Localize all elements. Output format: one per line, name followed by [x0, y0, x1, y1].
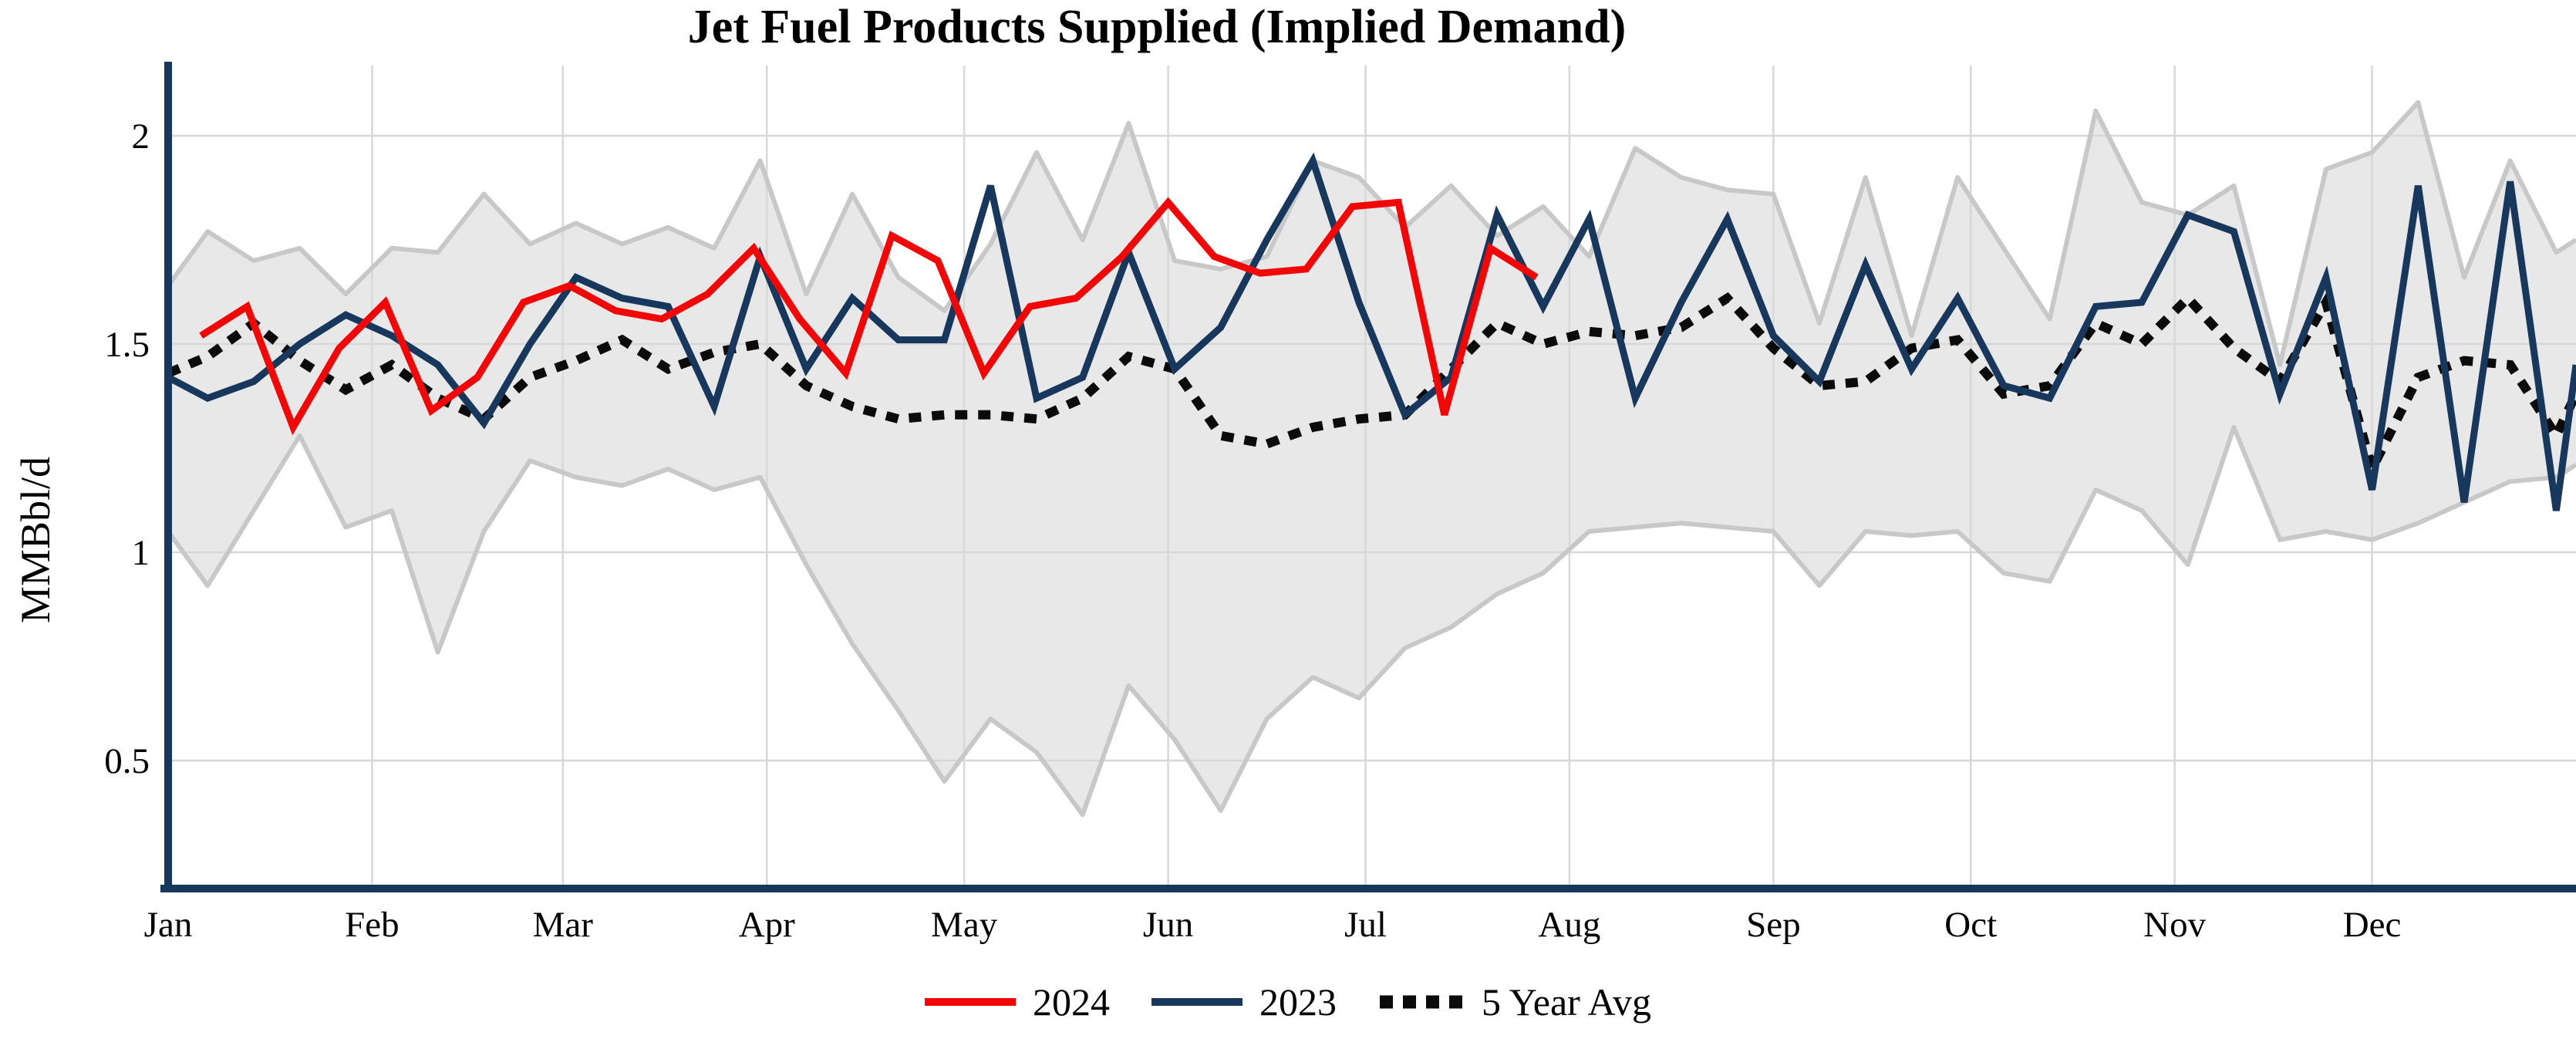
svg-text:0.5: 0.5 [104, 741, 150, 781]
chart-title: Jet Fuel Products Supplied (Implied Dema… [687, 1, 1627, 53]
svg-text:Jun: Jun [1143, 905, 1193, 945]
svg-text:May: May [931, 905, 998, 945]
legend-label-2024: 2024 [1033, 980, 1111, 1024]
legend-swatch-5yr-dotted-icon [1380, 995, 1465, 1009]
svg-text:Oct: Oct [1944, 905, 1997, 945]
legend-label-5yr-avg: 5 Year Avg [1482, 980, 1651, 1024]
y-tick-labels: 0.5 1 1.5 2 [104, 116, 150, 781]
legend: 2024 2023 5 Year Avg [0, 980, 2576, 1024]
legend-item-2024: 2024 [925, 980, 1110, 1024]
legend-swatch-2023-line-icon [1151, 998, 1243, 1006]
svg-text:Jan: Jan [144, 905, 193, 945]
svg-text:Jul: Jul [1344, 905, 1387, 945]
svg-text:Mar: Mar [533, 905, 594, 945]
legend-label-2023: 2023 [1259, 980, 1337, 1024]
svg-text:1.5: 1.5 [104, 325, 150, 365]
svg-text:Aug: Aug [1538, 905, 1600, 945]
series-line-5-year-avg [168, 290, 2576, 482]
svg-text:1: 1 [132, 533, 150, 573]
axes [160, 62, 2576, 892]
svg-text:Nov: Nov [2143, 905, 2206, 945]
svg-text:2: 2 [132, 116, 150, 157]
legend-swatch-2024-line-icon [925, 998, 1017, 1006]
svg-text:Dec: Dec [2343, 905, 2402, 945]
gridlines [168, 66, 2576, 889]
svg-text:Feb: Feb [345, 905, 400, 945]
svg-text:Apr: Apr [739, 905, 795, 945]
legend-item-2023: 2023 [1151, 980, 1337, 1024]
series-line-2024 [199, 197, 1539, 436]
svg-text:Sep: Sep [1746, 905, 1801, 945]
legend-item-5yr-avg: 5 Year Avg [1378, 980, 1651, 1024]
band-edge-lower [168, 425, 2576, 818]
x-tick-labels: Jan Feb Mar Apr May Jun Jul Aug Sep Oct Nov Dec [144, 905, 2402, 945]
